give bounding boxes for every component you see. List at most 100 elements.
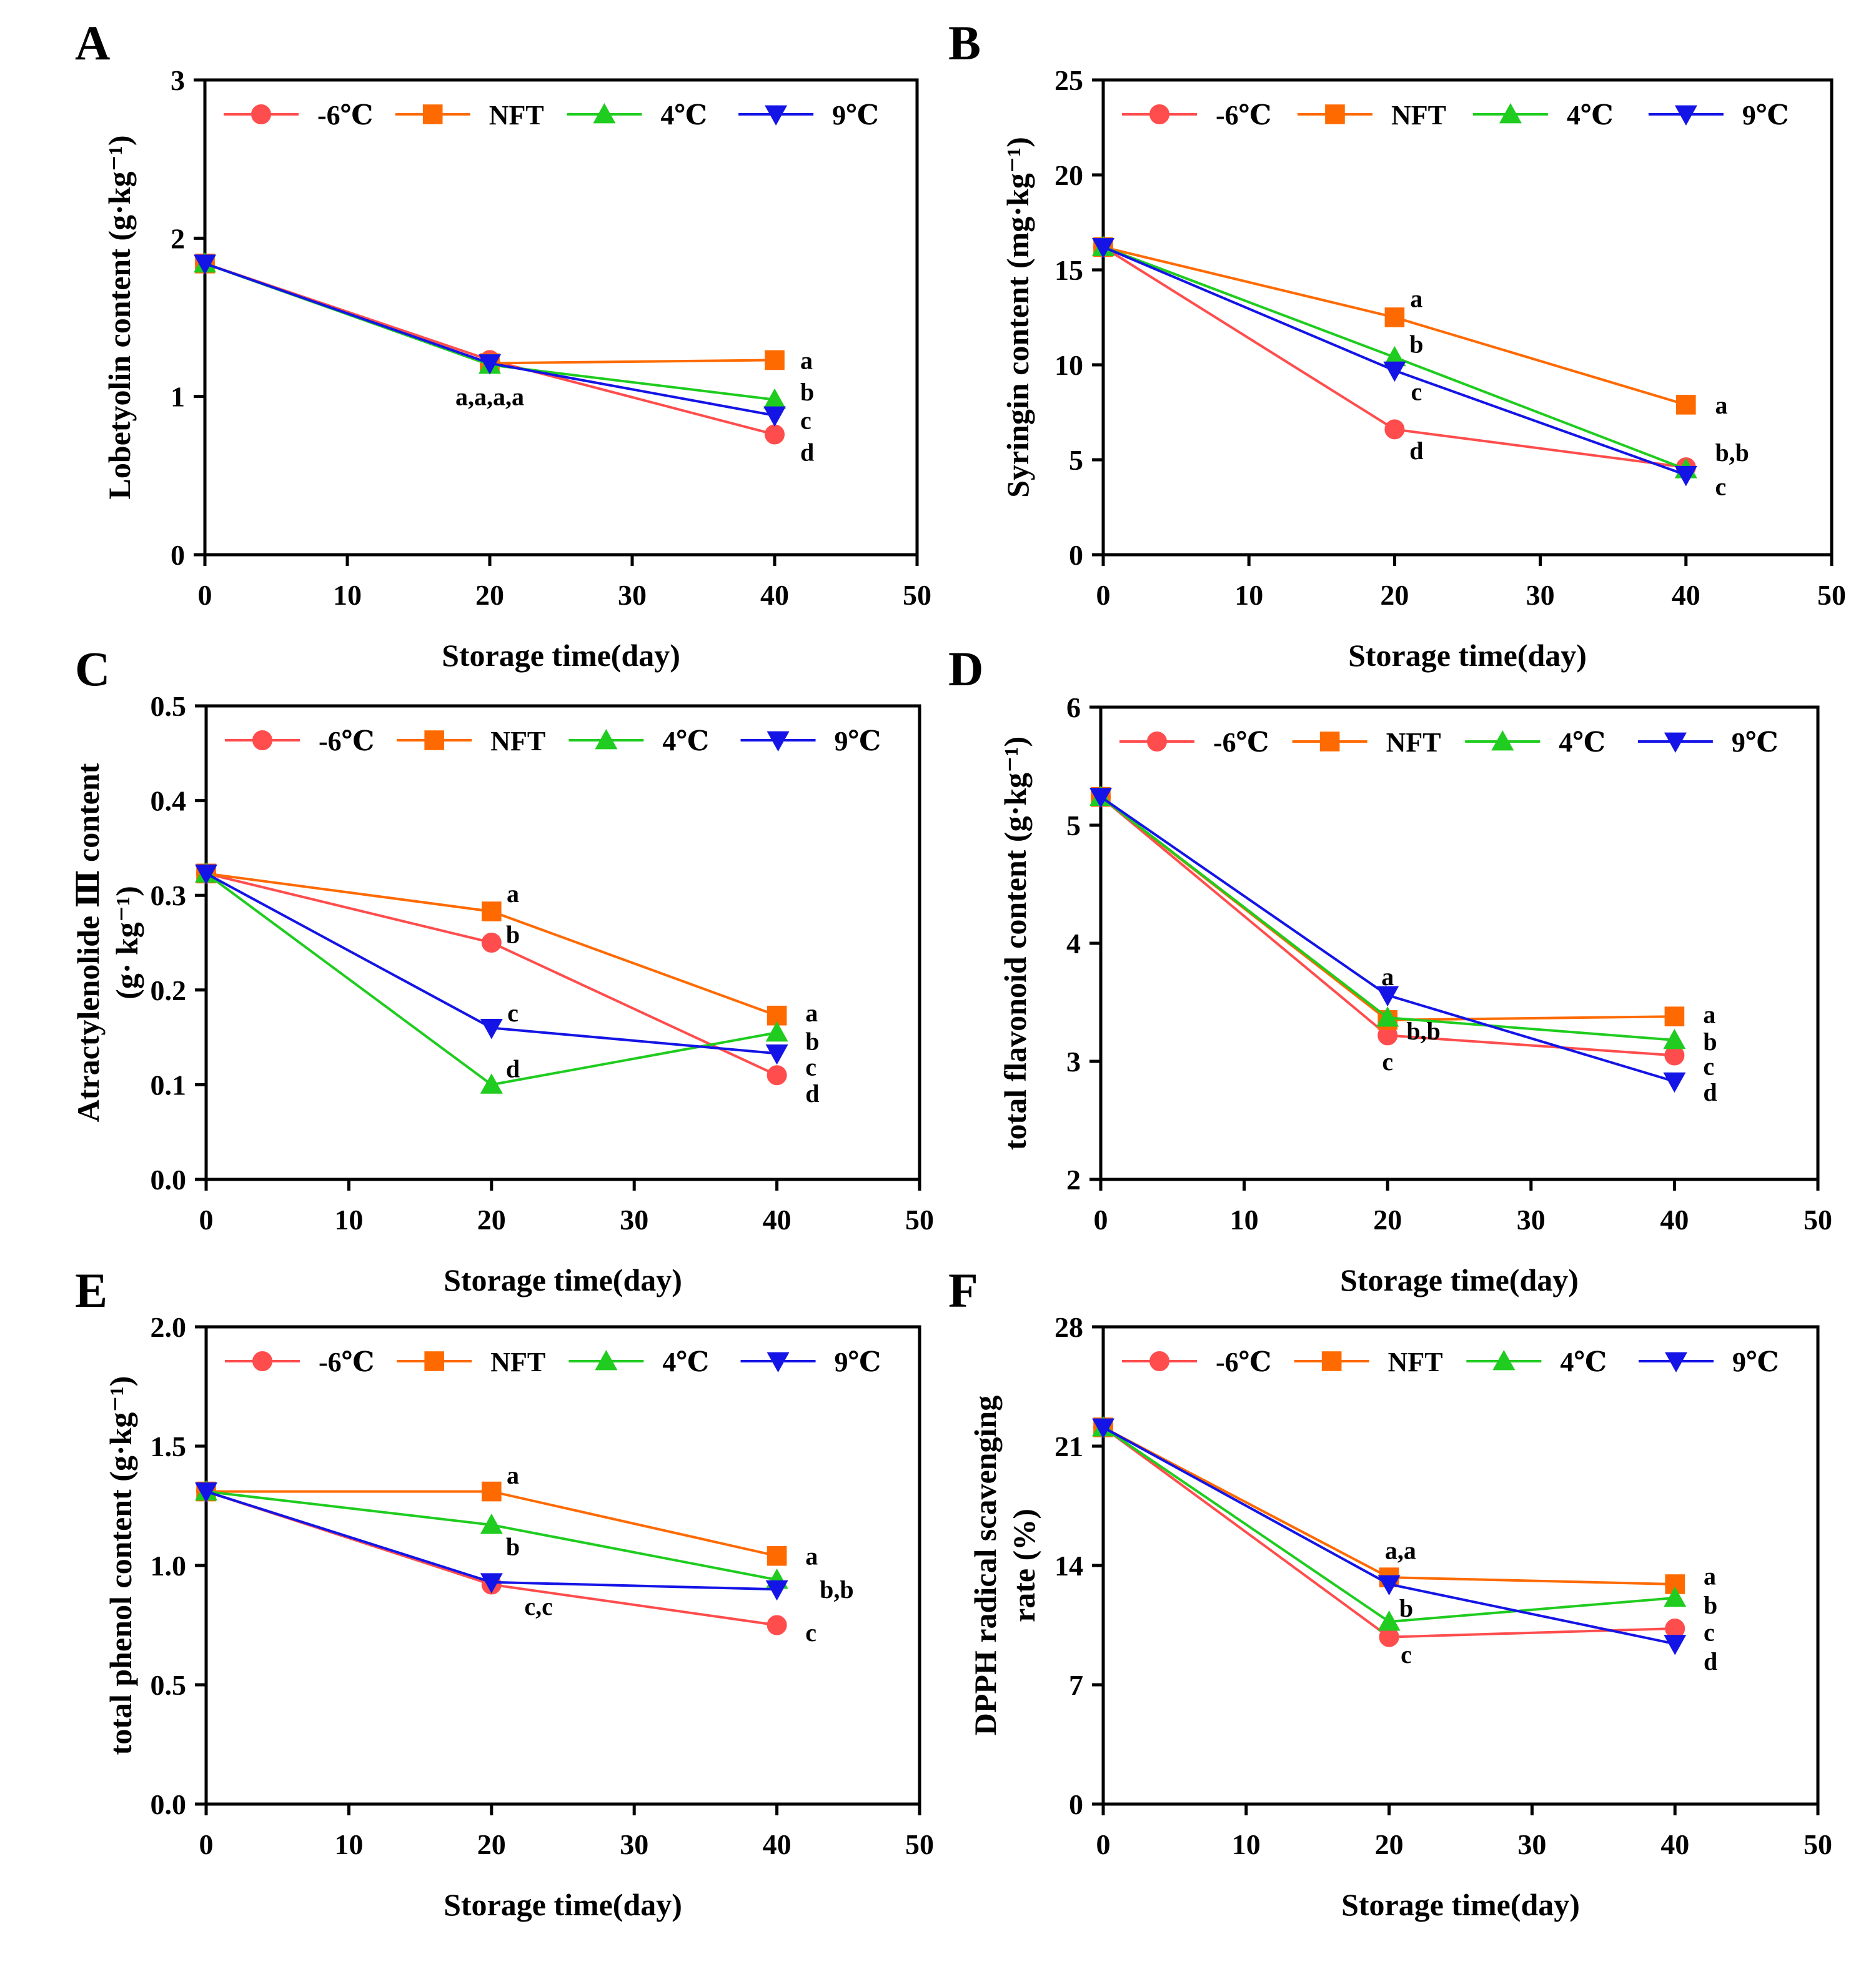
legend: -6℃ NFT 4℃ 9℃ [225, 1347, 881, 1377]
legend-label: 9℃ [835, 1347, 881, 1377]
legend-entry-neg6: -6℃ [1119, 727, 1269, 758]
legend-label: 4℃ [1560, 1347, 1607, 1377]
series-c4 [1092, 236, 1697, 479]
panel-letter: E [75, 1263, 107, 1317]
x-tick-label: 0 [1096, 579, 1111, 611]
legend-marker [593, 103, 616, 124]
legend-marker [1492, 1350, 1516, 1371]
y-axis-title: Atractylenolide Ⅲ content [71, 763, 106, 1122]
legend-entry-nft: NFT [397, 1347, 545, 1377]
legend: -6℃ NFT 4℃ 9℃ [224, 100, 879, 131]
series-c4 [1092, 1416, 1687, 1631]
data-point [1663, 1072, 1686, 1093]
legend-label: -6℃ [1216, 1347, 1271, 1377]
y-tick-label: 0.0 [151, 1788, 187, 1820]
y-tick-label: 1.5 [151, 1431, 187, 1462]
significance-label: b [800, 378, 814, 406]
x-tick-label: 10 [334, 1828, 363, 1860]
significance-label: a [1715, 391, 1727, 419]
legend: -6℃ NFT 4℃ 9℃ [1122, 1347, 1779, 1377]
x-tick-label: 40 [1672, 579, 1700, 611]
x-axis-title: Storage time(day) [1340, 1262, 1579, 1297]
significance-label: c [507, 999, 519, 1027]
y-tick-label: 3 [171, 64, 185, 96]
series-nft [1093, 1417, 1685, 1594]
legend-entry-neg6: -6℃ [224, 100, 373, 131]
x-tick-label: 0 [198, 579, 212, 611]
y-axis: 0.0 0.5 1.0 1.5 2.0 [151, 1311, 206, 1820]
y-tick-label: 5 [1066, 810, 1081, 841]
series-neg6 [196, 863, 787, 1086]
significance-label: c [805, 1619, 816, 1647]
x-tick-label: 40 [763, 1828, 792, 1860]
significance-label: a [800, 346, 813, 374]
data-point [1383, 345, 1406, 367]
legend-entry-nft: NFT [395, 100, 544, 131]
y-axis: 2 3 4 5 6 [1066, 692, 1101, 1196]
legend-entry-c9: 9℃ [1637, 727, 1779, 758]
y-tick-label: 7 [1069, 1669, 1083, 1701]
x-tick-label: 10 [1232, 1828, 1261, 1860]
y-tick-label: 2 [1066, 1164, 1081, 1196]
legend-label: NFT [490, 1347, 545, 1377]
data-point [481, 933, 502, 953]
y-tick-label: 2.0 [151, 1311, 187, 1343]
x-tick-label: 40 [763, 1204, 792, 1236]
y-tick-label: 0.4 [151, 785, 187, 817]
legend-entry-neg6: -6℃ [225, 1347, 374, 1377]
x-tick-label: 50 [1804, 1828, 1832, 1860]
significance-label: d [1703, 1078, 1717, 1106]
chart-panel-b: B 0 10 20 30 40 50 Storage time(day) 0 5 10 15 20 25 S… [948, 16, 1846, 673]
data-point [1384, 419, 1405, 440]
x-tick-label: 20 [475, 579, 504, 611]
legend-label: 9℃ [1732, 727, 1779, 758]
series-line [204, 262, 775, 365]
legend-label: 4℃ [662, 1347, 709, 1377]
significance-label: c [1401, 1640, 1412, 1669]
y-tick-label: 4 [1066, 928, 1081, 960]
data-point [195, 864, 217, 885]
legend-marker [1321, 1351, 1342, 1371]
legend-entry-c4: 4℃ [567, 100, 707, 131]
legend-marker [767, 731, 790, 751]
data-point [765, 424, 785, 445]
x-tick-label: 20 [1380, 579, 1409, 611]
significance-label: d [1704, 1647, 1717, 1675]
y-tick-label: 2 [171, 222, 185, 254]
x-axis-title: Storage time(day) [1341, 1887, 1580, 1922]
significance-label: c,c [524, 1592, 553, 1620]
data-point [763, 406, 786, 427]
legend-marker [765, 105, 788, 126]
chart-panel-f: F 0 10 20 30 40 50 Storage time(day) 0 7 14 21 28 DPP… [948, 1263, 1832, 1922]
significance-label: c [1704, 1618, 1715, 1646]
series-nft [1093, 237, 1696, 415]
data-point [1676, 395, 1696, 415]
legend-entry-c9: 9℃ [738, 100, 879, 131]
legend-entry-c9: 9℃ [1638, 1347, 1779, 1377]
x-tick-label: 50 [1817, 579, 1846, 611]
data-point [195, 1482, 217, 1503]
y-tick-label: 25 [1055, 64, 1083, 96]
x-tick-label: 20 [1375, 1828, 1404, 1860]
y-axis: 0.0 0.1 0.2 0.3 0.4 0.5 [151, 690, 206, 1196]
x-tick-label: 50 [905, 1828, 934, 1860]
x-axis-title: Storage time(day) [442, 638, 680, 673]
x-tick-label: 40 [1660, 1204, 1689, 1236]
significance-label: b [805, 1028, 819, 1056]
data-point [765, 350, 785, 370]
annotations: abc,cab,bc [506, 1461, 854, 1647]
y-axis-title: (g· kg⁻¹) [109, 886, 144, 999]
legend-label: NFT [489, 100, 544, 131]
plot-frame [204, 704, 921, 1181]
data-point [1377, 1610, 1401, 1631]
data-point [479, 354, 501, 375]
significance-label: c [1715, 473, 1726, 501]
legend-entry-c4: 4℃ [1466, 1347, 1607, 1377]
x-axis: 0 10 20 30 40 50 [1096, 555, 1846, 611]
significance-label: c [800, 407, 811, 435]
legend-entry-nft: NFT [1297, 100, 1446, 131]
data-point [1376, 1006, 1399, 1027]
series-c9 [1089, 788, 1686, 1093]
y-tick-label: 0.0 [151, 1164, 187, 1196]
